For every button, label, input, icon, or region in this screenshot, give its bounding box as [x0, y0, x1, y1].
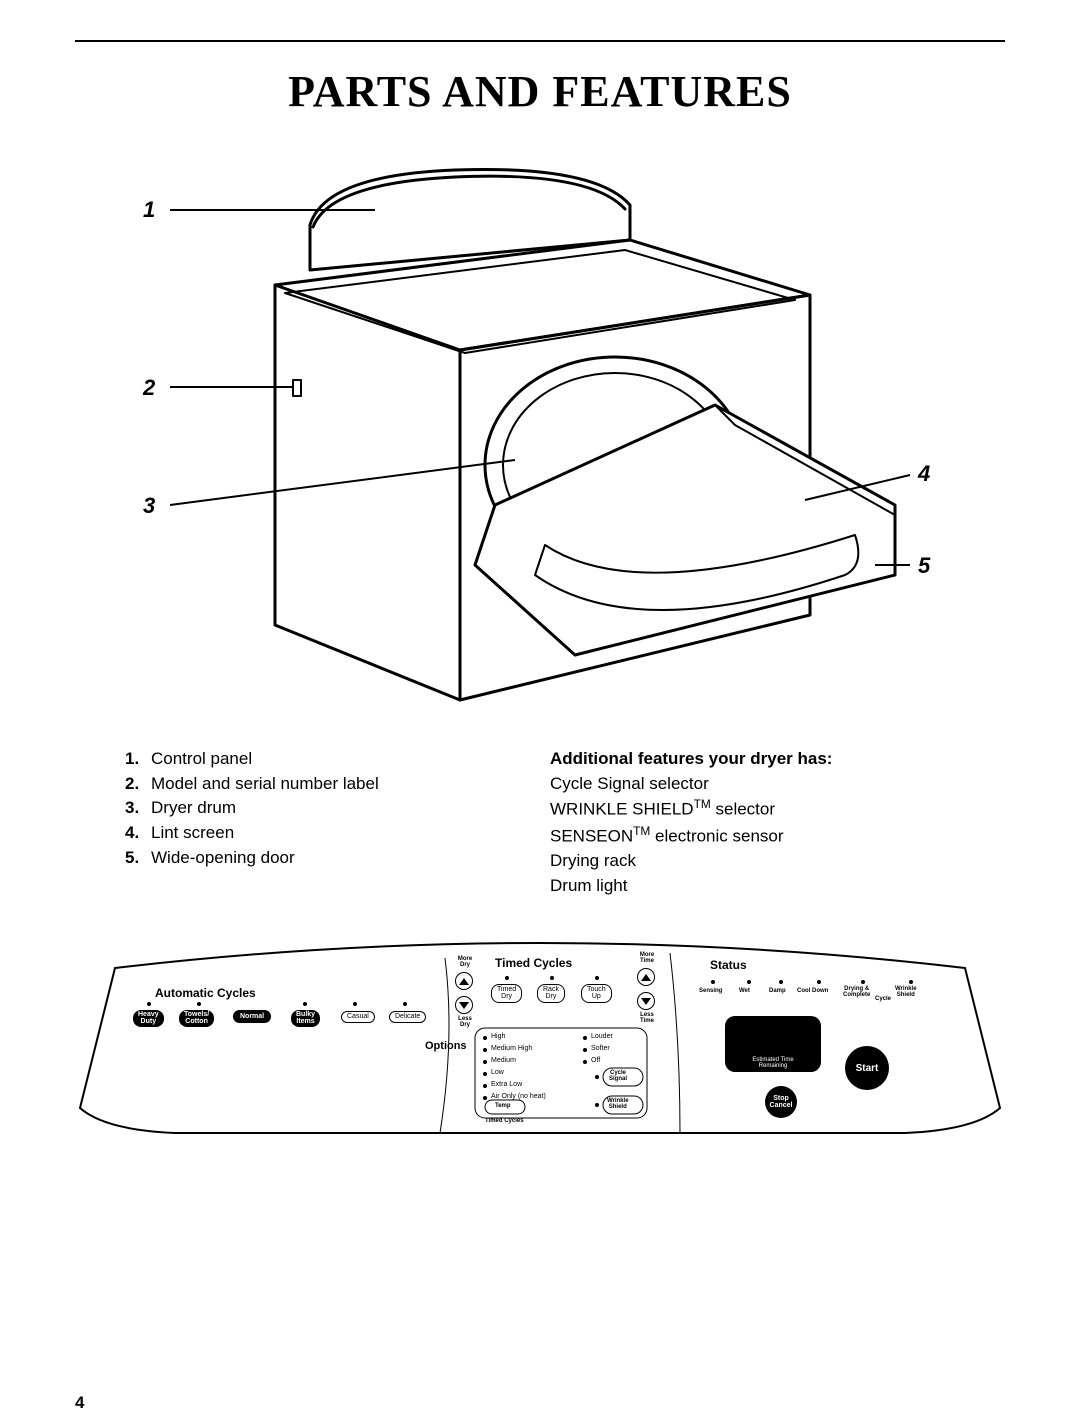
part-label: Wide-opening door [151, 846, 295, 871]
status-sensing: Sensing [699, 988, 722, 994]
cycle-timed-dry[interactable]: Timed Dry [491, 984, 522, 1003]
opt-low: Low [491, 1069, 504, 1076]
part-num: 1. [125, 747, 151, 772]
part-label: Control panel [151, 747, 252, 772]
page-number: 4 [75, 1393, 84, 1413]
cycle-heavy-duty[interactable]: Heavy Duty [133, 1010, 164, 1027]
status-cooldown: Cool Down [797, 988, 828, 994]
feature-item: Drum light [550, 874, 1005, 899]
label-less-dry: Less Dry [453, 1016, 477, 1028]
opt-medhigh: Medium High [491, 1045, 532, 1052]
feature-item: WRINKLE SHIELDTM selector [550, 796, 1005, 822]
panel-heading-options: Options [425, 1040, 467, 1052]
panel-heading-auto: Automatic Cycles [155, 986, 256, 1000]
panel-heading-timed: Timed Cycles [495, 956, 572, 970]
label-more-time: More Time [635, 952, 659, 964]
temp-button[interactable]: Temp [495, 1103, 511, 1109]
page-title: PARTS AND FEATURES [75, 66, 1005, 117]
opt-high: High [491, 1033, 505, 1040]
cycle-towels-cotton[interactable]: Towels/ Cotton [179, 1010, 214, 1027]
features-heading: Additional features your dryer has: [550, 747, 1005, 772]
dryer-diagram: 1 2 3 4 5 [75, 135, 1005, 725]
part-num: 4. [125, 821, 151, 846]
cycle-delicate[interactable]: Delicate [389, 1011, 426, 1023]
wrinkle-shield-button[interactable]: Wrinkle Shield [607, 1098, 629, 1110]
part-label: Model and serial number label [151, 772, 379, 797]
cycle-rack-dry[interactable]: Rack Dry [537, 984, 565, 1003]
cycle-touch-up[interactable]: Touch Up [581, 984, 612, 1003]
parts-list: 1.Control panel 2.Model and serial numbe… [125, 747, 540, 870]
callout-5: 5 [918, 553, 930, 579]
feature-item: Cycle Signal selector [550, 772, 1005, 797]
status-wet: Wet [739, 988, 750, 994]
time-display: Estimated Time Remaining [725, 1016, 821, 1072]
cycle-signal-button[interactable]: Cycle Signal [609, 1070, 627, 1082]
label-less-time: Less Time [635, 1012, 659, 1024]
status-damp: Damp [769, 988, 786, 994]
stop-cancel-button[interactable]: Stop Cancel [765, 1086, 797, 1118]
part-num: 3. [125, 796, 151, 821]
callout-2: 2 [143, 375, 155, 401]
callout-1: 1 [143, 197, 155, 223]
part-num: 5. [125, 846, 151, 871]
callout-4: 4 [918, 461, 930, 487]
feature-item: SENSEONTM electronic sensor [550, 823, 1005, 849]
part-num: 2. [125, 772, 151, 797]
status-cycle: Cycle [875, 996, 891, 1002]
start-button[interactable]: Start [845, 1046, 889, 1090]
panel-heading-status: Status [710, 958, 747, 972]
opt-air: Air Only (no heat) [491, 1093, 546, 1100]
opt-xlow: Extra Low [491, 1081, 522, 1088]
label-more-dry: More Dry [453, 956, 477, 968]
opt-softer: Softer [591, 1045, 610, 1052]
control-panel-diagram: Automatic Cycles Timed Cycles Options St… [75, 938, 1005, 1148]
cycle-casual[interactable]: Casual [341, 1011, 375, 1023]
callout-3: 3 [143, 493, 155, 519]
cycle-bulky-items[interactable]: Bulky Items [291, 1010, 320, 1027]
status-drying: Drying & Complete [843, 986, 870, 998]
opt-off: Off [591, 1057, 600, 1064]
cycle-normal[interactable]: Normal [233, 1010, 271, 1023]
part-label: Dryer drum [151, 796, 236, 821]
label-timed-cycles-small: Timed Cycles [485, 1118, 524, 1124]
opt-louder: Louder [591, 1033, 613, 1040]
opt-med: Medium [491, 1057, 516, 1064]
status-wrinkle: Wrinkle Shield [895, 986, 917, 998]
part-label: Lint screen [151, 821, 234, 846]
feature-item: Drying rack [550, 849, 1005, 874]
